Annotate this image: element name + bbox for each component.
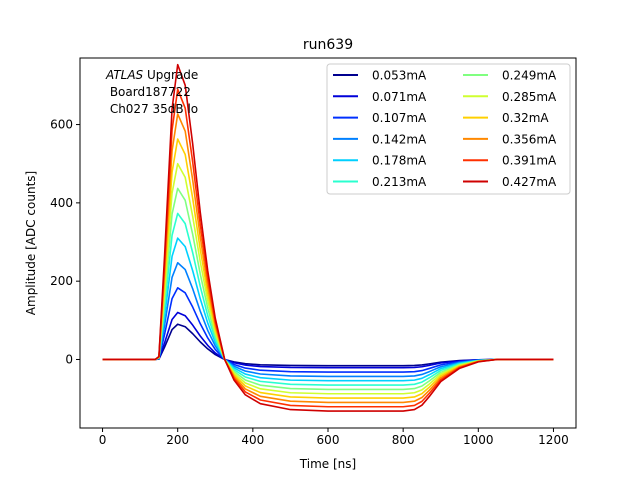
x-tick-label: 200 xyxy=(166,433,189,447)
series-line-0.178mA xyxy=(102,237,554,382)
x-axis: 0 200 400 600 800 1000 1200 xyxy=(99,428,569,447)
legend-label: 0.32mA xyxy=(502,111,549,125)
annotation-board: Board187722 xyxy=(106,85,191,99)
legend-label: 0.107mA xyxy=(372,111,427,125)
series-line-0.32mA xyxy=(102,138,554,399)
series-line-0.213mA xyxy=(102,212,554,386)
y-tick-label: 600 xyxy=(50,118,73,132)
legend-label: 0.427mA xyxy=(502,175,557,189)
legend-label: 0.356mA xyxy=(502,132,557,146)
x-tick-label: 1200 xyxy=(538,433,569,447)
annotation-upgrade: Upgrade xyxy=(143,68,198,82)
y-tick-label: 200 xyxy=(50,274,73,288)
legend-label: 0.391mA xyxy=(502,154,557,168)
legend-frame xyxy=(326,63,571,195)
x-tick-label: 600 xyxy=(317,433,340,447)
legend-label: 0.142mA xyxy=(372,132,427,146)
legend-label: 0.178mA xyxy=(372,154,427,168)
legend-label: 0.285mA xyxy=(502,90,557,104)
x-axis-label: Time [ns] xyxy=(299,457,356,471)
series-line-0.071mA xyxy=(102,311,554,369)
legend-label: 0.213mA xyxy=(372,175,427,189)
y-axis-label: Amplitude [ADC counts] xyxy=(24,171,38,315)
legend-label: 0.053mA xyxy=(372,69,427,83)
series-line-0.107mA xyxy=(102,287,554,373)
y-axis: 0 200 400 600 xyxy=(50,118,80,366)
annotation-block: ATLAS Upgrade Board187722 Ch027 35dB lo xyxy=(105,68,198,116)
x-tick-label: 800 xyxy=(392,433,415,447)
y-tick-label: 0 xyxy=(65,352,73,366)
chart-title: run639 xyxy=(303,37,353,53)
legend-label: 0.071mA xyxy=(372,90,427,104)
series-line-0.285mA xyxy=(102,162,554,395)
annotation-channel: Ch027 35dB lo xyxy=(106,102,198,116)
series-line-0.356mA xyxy=(102,113,554,404)
series-line-0.142mA xyxy=(102,261,554,378)
y-tick-label: 400 xyxy=(50,196,73,210)
x-tick-label: 1000 xyxy=(463,433,494,447)
series-layer xyxy=(102,63,554,412)
x-tick-label: 0 xyxy=(99,433,107,447)
x-tick-label: 400 xyxy=(241,433,264,447)
series-line-0.427mA xyxy=(102,63,554,412)
annotation-experiment: ATLAS Upgrade xyxy=(105,68,198,82)
series-line-0.249mA xyxy=(102,187,554,391)
legend: 0.053mA 0.071mA 0.107mA 0.142mA 0.178mA 0.213… xyxy=(326,63,571,195)
series-line-0.391mA xyxy=(102,88,554,408)
annotation-atlas: ATLAS xyxy=(105,68,144,82)
legend-label: 0.249mA xyxy=(502,69,557,83)
